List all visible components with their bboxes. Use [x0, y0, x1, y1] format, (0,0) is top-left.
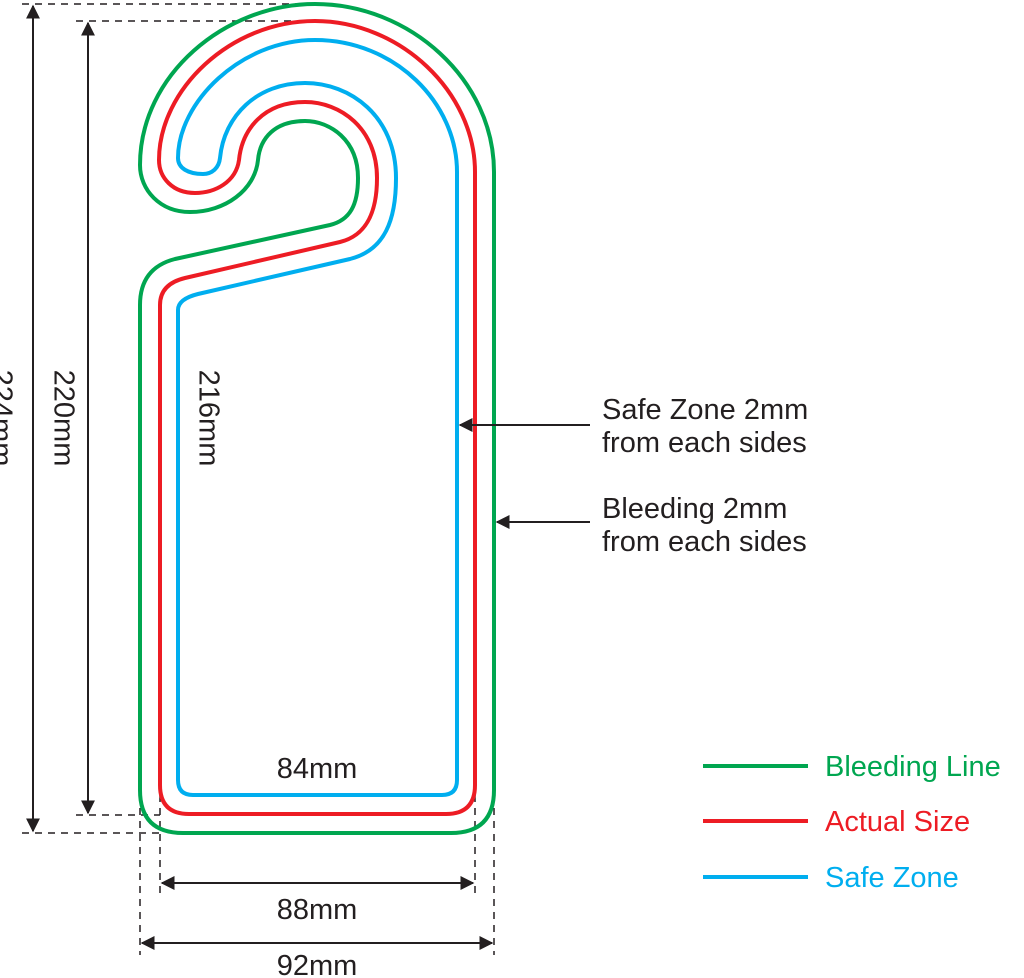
safe-width-label: 84mm [277, 753, 358, 785]
actual-height-label: 220mm [47, 370, 79, 467]
actual-width-label: 88mm [277, 894, 358, 926]
safe-zone-callout-line1: Safe Zone 2mm [602, 394, 808, 426]
safe-zone-callout-line2: from each sides [602, 427, 807, 459]
legend-label-bleeding: Bleeding Line [825, 751, 1001, 783]
overall-height-label: 224mm [0, 370, 17, 467]
overall-width-label: 92mm [277, 950, 358, 978]
legend-label-safe: Safe Zone [825, 862, 959, 894]
bleeding-callout-line2: from each sides [602, 526, 807, 558]
bleeding-callout-line1: Bleeding 2mm [602, 493, 787, 525]
bleeding-line-outline [138, 2, 496, 835]
safe-zone-outline [176, 38, 459, 797]
actual-size-outline [157, 19, 477, 816]
safe-height-label: 216mm [192, 370, 224, 467]
legend-label-actual: Actual Size [825, 806, 970, 838]
legend: Bleeding Line Actual Size Safe Zone [703, 751, 1001, 894]
dimension-arrows [26, 4, 590, 950]
